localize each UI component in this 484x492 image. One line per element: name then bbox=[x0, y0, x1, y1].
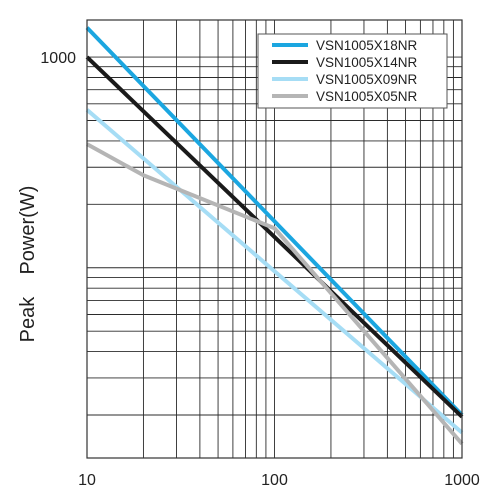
series-line bbox=[85, 55, 464, 419]
x-tick-label: 1000 bbox=[444, 472, 480, 489]
x-tick-label: 100 bbox=[261, 472, 288, 489]
legend-label: VSN1005X14NR bbox=[316, 55, 418, 70]
y-axis-title: Peak Power(W) bbox=[17, 186, 39, 343]
series-line bbox=[86, 142, 464, 446]
tick-labels: 10 100 1000 1000 bbox=[40, 50, 479, 489]
series-line bbox=[85, 26, 464, 417]
legend-label: VSN1005X05NR bbox=[316, 89, 418, 104]
plot-frame bbox=[86, 19, 463, 459]
legend-label: VSN1005X09NR bbox=[316, 72, 418, 87]
x-tick-label: 10 bbox=[78, 472, 96, 489]
legend: VSN1005X18NR VSN1005X14NR VSN1005X09NR VSN1… bbox=[257, 33, 448, 109]
series-line bbox=[85, 108, 464, 435]
legend-label: VSN1005X18NR bbox=[316, 38, 418, 53]
series-lines bbox=[85, 26, 464, 446]
y-tick-label: 1000 bbox=[40, 50, 76, 67]
